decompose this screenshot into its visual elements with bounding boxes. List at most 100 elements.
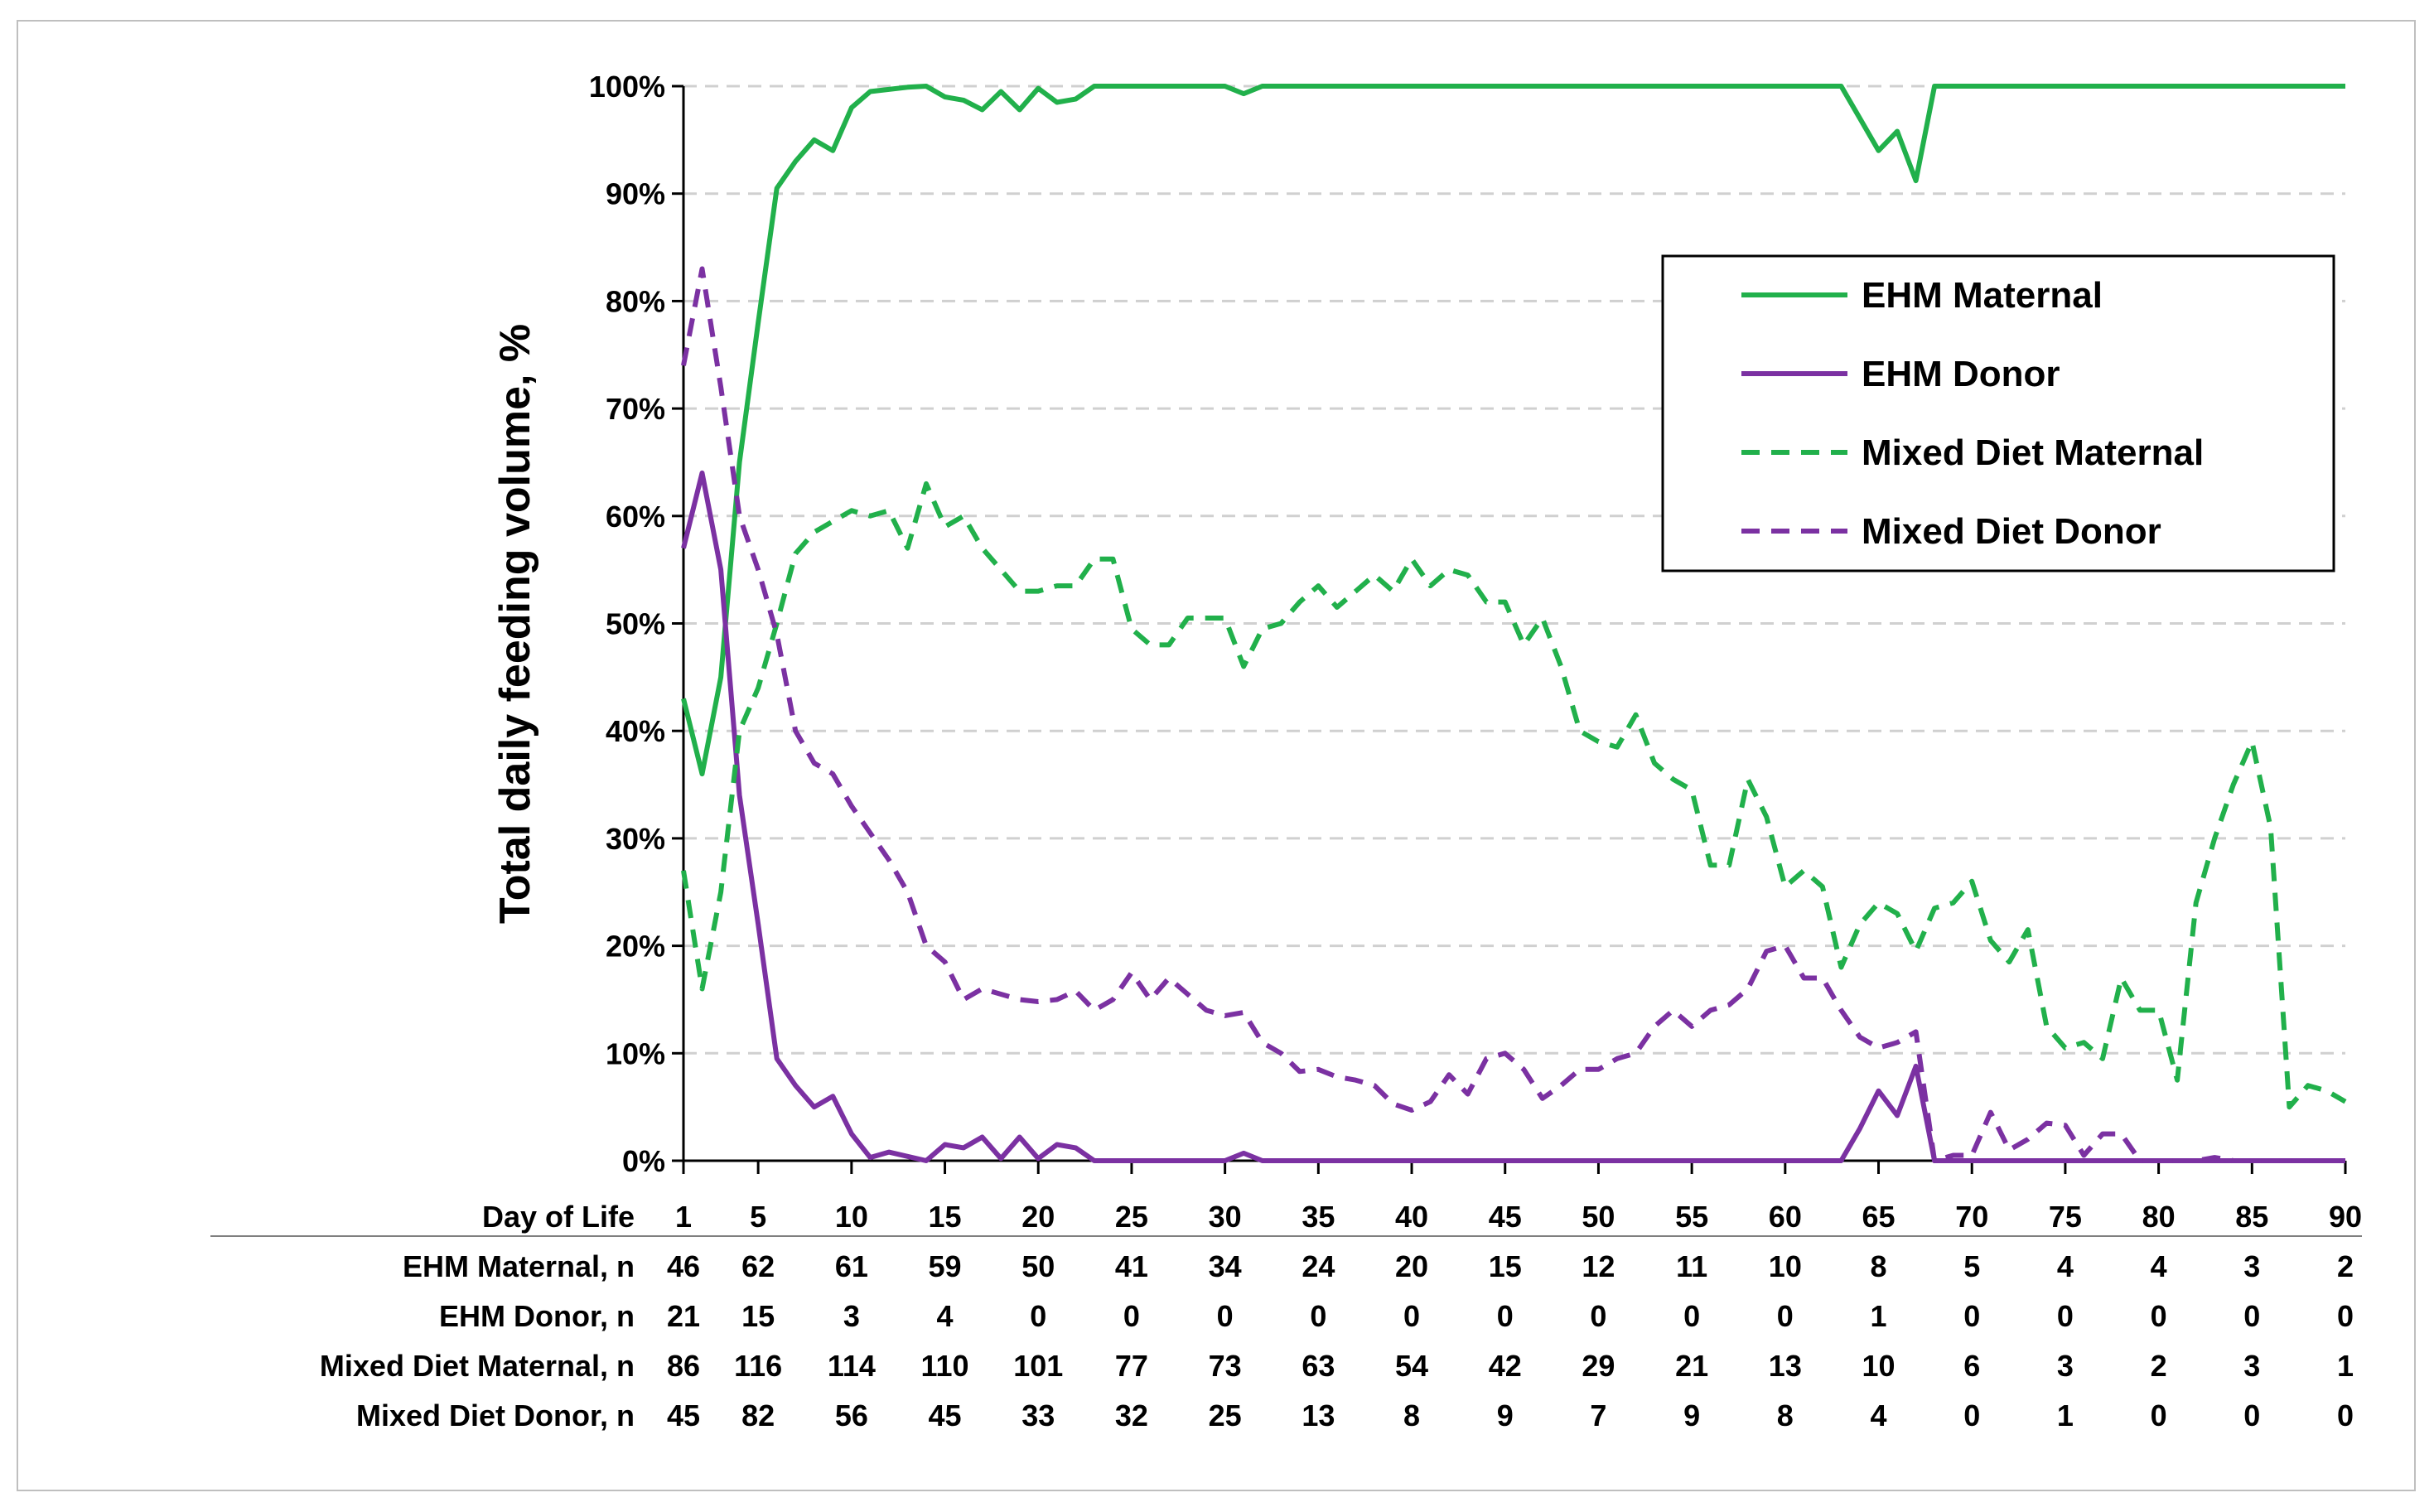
- y-tick-label: 60%: [606, 500, 665, 534]
- x-tick-label: 1: [675, 1200, 692, 1234]
- table-cell: 61: [835, 1249, 868, 1283]
- table-cell: 8: [1777, 1398, 1794, 1432]
- table-cell: 8: [1403, 1398, 1420, 1432]
- table-cell: 9: [1497, 1398, 1514, 1432]
- legend-label: EHM Maternal: [1862, 275, 2103, 316]
- table-cell: 0: [1963, 1299, 1980, 1333]
- x-tick-label: 75: [2049, 1200, 2082, 1234]
- table-cell: 86: [667, 1349, 700, 1383]
- table-cell: 42: [1489, 1349, 1522, 1383]
- table-cell: 0: [1217, 1299, 1234, 1333]
- table-cell: 54: [1395, 1349, 1428, 1383]
- table-cell: 29: [1582, 1349, 1615, 1383]
- table-cell: 6: [1963, 1349, 1980, 1383]
- table-cell: 0: [1777, 1299, 1794, 1333]
- x-tick-label: 70: [1955, 1200, 1988, 1234]
- table-cell: 0: [2243, 1398, 2260, 1432]
- table-cell: 0: [2151, 1398, 2167, 1432]
- y-tick-label: 30%: [606, 822, 665, 856]
- table-cell: 4: [2151, 1249, 2167, 1283]
- table-cell: 0: [1310, 1299, 1326, 1333]
- table-cell: 9: [1683, 1398, 1700, 1432]
- y-tick-label: 10%: [606, 1036, 665, 1070]
- x-tick-label: 45: [1489, 1200, 1522, 1234]
- table-cell: 25: [1209, 1398, 1242, 1432]
- table-cell: 73: [1209, 1349, 1242, 1383]
- table-cell: 4: [2057, 1249, 2074, 1283]
- table-cell: 4: [1871, 1398, 1887, 1432]
- table-cell: 3: [2243, 1249, 2260, 1283]
- y-axis-label: Total daily feeding volume, %: [491, 324, 539, 924]
- x-tick-label: 90: [2329, 1200, 2362, 1234]
- table-cell: 45: [667, 1398, 700, 1432]
- y-tick-label: 80%: [606, 284, 665, 318]
- x-tick-label: 15: [929, 1200, 962, 1234]
- table-cell: 56: [835, 1398, 868, 1432]
- table-cell: 1: [2057, 1398, 2074, 1432]
- series-lines: [681, 84, 2347, 1163]
- table-row-label: Mixed Diet Donor, n: [356, 1398, 635, 1432]
- table-cell: 21: [667, 1299, 700, 1333]
- y-tick-label: 0%: [622, 1144, 665, 1178]
- table-cell: 12: [1582, 1249, 1615, 1283]
- series-line-ehm-donor: [681, 470, 2345, 1163]
- table-cell: 15: [1489, 1249, 1522, 1283]
- table-cell: 41: [1115, 1249, 1148, 1283]
- y-tick-label: 20%: [606, 930, 665, 964]
- table-cell: 34: [1209, 1249, 1242, 1283]
- table-cell: 0: [2337, 1398, 2354, 1432]
- x-tick-label: 25: [1115, 1200, 1148, 1234]
- table-cell: 5: [1963, 1249, 1980, 1283]
- table-cell: 32: [1115, 1398, 1148, 1432]
- table-cell: 0: [2151, 1299, 2167, 1333]
- table-cell: 0: [1030, 1299, 1046, 1333]
- table-cell: 0: [2243, 1299, 2260, 1333]
- legend-label: Mixed Diet Maternal: [1862, 432, 2204, 473]
- table-cell: 13: [1302, 1398, 1335, 1432]
- x-tick-label: 5: [750, 1200, 766, 1234]
- table-cell: 46: [667, 1249, 700, 1283]
- legend: EHM Maternal EHM Donor Mixed Diet Maternal…: [1661, 254, 2335, 572]
- table-cell: 0: [2337, 1299, 2354, 1333]
- x-tick-label: 60: [1769, 1200, 1802, 1234]
- table-cell: 63: [1302, 1349, 1335, 1383]
- chart-frame: 0% 10% 20% 30% 40% 50% 60% 70% 80% 90% 100% 1 5 10 15 2…: [17, 20, 2416, 1491]
- table-cell: 77: [1115, 1349, 1148, 1383]
- table-cell: 3: [2243, 1349, 2260, 1383]
- table-cell: 0: [1123, 1299, 1140, 1333]
- x-axis-label: Day of Life: [482, 1200, 635, 1234]
- table-cell: 15: [741, 1299, 775, 1333]
- table-cell: 0: [1683, 1299, 1700, 1333]
- legend-label: Mixed Diet Donor: [1862, 511, 2161, 552]
- data-table: EHM Maternal, n 46 62 61 59 50 41 34 24 20 15 12 11 1…: [320, 1249, 2354, 1432]
- table-cell: 4: [937, 1299, 954, 1333]
- legend-label: EHM Donor: [1862, 354, 2060, 394]
- table-row-label: EHM Maternal, n: [403, 1249, 635, 1283]
- table-cell: 3: [843, 1299, 860, 1333]
- table-cell: 0: [1590, 1299, 1606, 1333]
- table-cell: 13: [1769, 1349, 1802, 1383]
- x-tick-label: 55: [1675, 1200, 1708, 1234]
- table-cell: 1: [1871, 1299, 1887, 1333]
- table-cell: 59: [929, 1249, 962, 1283]
- table-row-label: EHM Donor, n: [439, 1299, 635, 1333]
- chart-canvas: 0%10%20%30%40%50%60%70%80%90%100%1 5 10 15 2…: [210, 70, 2362, 1432]
- series-line-mixed-diet-maternal: [681, 481, 2347, 1110]
- table-cell: 62: [741, 1249, 775, 1283]
- y-tick-label: 100%: [589, 70, 665, 104]
- x-tick-label: 50: [1582, 1200, 1615, 1234]
- x-tick-label: 30: [1209, 1200, 1242, 1234]
- table-cell: 20: [1395, 1249, 1428, 1283]
- x-tick-label: 85: [2235, 1200, 2268, 1234]
- table-cell: 0: [1403, 1299, 1420, 1333]
- table-cell: 110: [921, 1349, 969, 1383]
- legend-box: [1661, 254, 2335, 572]
- table-cell: 2: [2337, 1249, 2354, 1283]
- table-cell: 10: [1769, 1249, 1802, 1283]
- table-cell: 0: [2057, 1299, 2074, 1333]
- table-cell: 11: [1676, 1249, 1707, 1283]
- table-cell: 0: [1497, 1299, 1514, 1333]
- x-tick-label: 35: [1302, 1200, 1335, 1234]
- table-cell: 24: [1302, 1249, 1335, 1283]
- x-tick-label: 10: [835, 1200, 868, 1234]
